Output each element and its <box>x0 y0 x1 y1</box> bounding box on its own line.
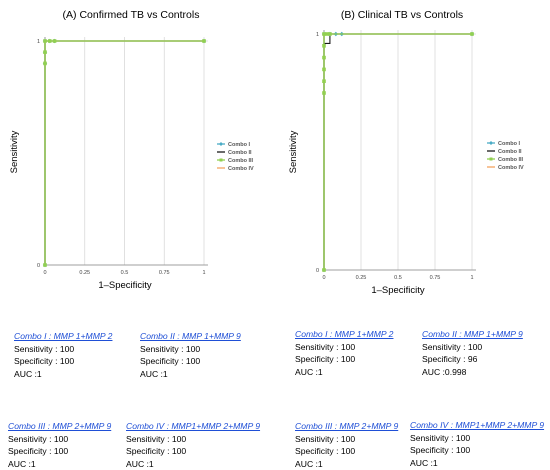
stats-b-combo-3-auc: AUC :1 <box>295 458 398 470</box>
chart-a-x-tick-3: 0.75 <box>159 270 170 276</box>
stats-b-combo-2: Combo II : MMP 1+MMP 9 Sensitivity : 100… <box>422 328 523 378</box>
stats-a-combo-3-auc: AUC :1 <box>8 458 111 470</box>
chart-a-y-tick-1: 1 <box>37 39 40 45</box>
chart-b-series-3-point-1 <box>322 91 326 95</box>
chart-a-series-3-point-2 <box>43 50 47 54</box>
chart-b-x-tick-1: 0.25 <box>356 275 367 281</box>
stats-b-combo-4-specificity: Specificity : 100 <box>410 444 544 457</box>
chart-b-series-3-point-0 <box>322 268 326 272</box>
chart-a-y-label: Sensitivity <box>9 130 20 173</box>
chart-a-y-tick-0: 0 <box>37 263 40 269</box>
stats-b-combo-1-specificity: Specificity : 100 <box>295 353 393 366</box>
stats-b-combo-2-name[interactable]: Combo II : MMP 1+MMP 9 <box>422 328 523 341</box>
stats-b-combo-1-sensitivity: Sensitivity : 100 <box>295 341 393 354</box>
stats-b-combo-3-name[interactable]: Combo III : MMP 2+MMP 9 <box>295 420 398 433</box>
chart-a-series-3-point-3 <box>43 39 47 43</box>
chart-b-series-3-point-8 <box>328 32 332 36</box>
chart-b-x-label: 1–Specificity <box>371 285 425 296</box>
chart-b-y-tick-0: 0 <box>316 268 319 274</box>
stats-b-combo-2-auc: AUC :0.998 <box>422 366 523 379</box>
stats-b-combo-1-auc: AUC :1 <box>295 366 393 379</box>
chart-a-title: (A) Confirmed TB vs Controls <box>63 9 200 21</box>
stats-a-combo-3: Combo III : MMP 2+MMP 9 Sensitivity : 10… <box>8 420 111 470</box>
chart-a-x-tick-2: 0.5 <box>121 270 129 276</box>
stats-a-combo-4: Combo IV : MMP1+MMP 2+MMP 9 Sensitivity … <box>126 420 260 470</box>
stats-a-combo-1-specificity: Specificity : 100 <box>14 355 112 368</box>
chart-b-series-3-point-5 <box>322 44 326 48</box>
chart-b-title: (B) Clinical TB vs Controls <box>341 9 463 21</box>
stats-b-combo-4-sensitivity: Sensitivity : 100 <box>410 432 544 445</box>
stats-a-combo-1-sensitivity: Sensitivity : 100 <box>14 343 112 356</box>
stats-a-combo-4-specificity: Specificity : 100 <box>126 445 260 458</box>
chart-a-legend-label-4: Combo IV <box>228 166 254 172</box>
chart-a-series-3-point-5 <box>53 39 57 43</box>
chart-a-x-tick-0: 0 <box>43 270 46 276</box>
stats-b-combo-1: Combo I : MMP 1+MMP 2 Sensitivity : 100 … <box>295 328 393 378</box>
chart-a-x-label: 1–Specificity <box>98 280 152 291</box>
chart-b-x-tick-3: 0.75 <box>430 275 441 281</box>
stats-b-combo-2-specificity: Specificity : 96 <box>422 353 523 366</box>
chart-a-x-tick-4: 1 <box>202 270 205 276</box>
stats-a-combo-3-name[interactable]: Combo III : MMP 2+MMP 9 <box>8 420 111 433</box>
stats-a-combo-2: Combo II : MMP 1+MMP 9 Sensitivity : 100… <box>140 330 241 380</box>
stats-a-combo-2-specificity: Specificity : 100 <box>140 355 241 368</box>
stats-b-combo-3-specificity: Specificity : 100 <box>295 445 398 458</box>
chart-a-x-tick-1: 0.25 <box>79 270 90 276</box>
chart-b-y-tick-1: 1 <box>316 32 319 38</box>
chart-b-y-label: Sensitivity <box>288 130 299 173</box>
chart-b-x-tick-4: 1 <box>470 275 473 281</box>
stats-a-combo-1-auc: AUC :1 <box>14 368 112 381</box>
chart-b-series-3-point-3 <box>322 68 326 72</box>
chart-b-legend-marker-1 <box>489 141 493 145</box>
stats-a-combo-2-name[interactable]: Combo II : MMP 1+MMP 9 <box>140 330 241 343</box>
chart-a-series-3-point-1 <box>43 62 47 66</box>
stats-a-combo-3-sensitivity: Sensitivity : 100 <box>8 433 111 446</box>
chart-b-legend-label-4: Combo IV <box>498 165 524 171</box>
chart-b-legend-marker-3 <box>490 158 493 161</box>
stats-b-combo-1-name[interactable]: Combo I : MMP 1+MMP 2 <box>295 328 393 341</box>
chart-b-legend-label-1: Combo I <box>498 141 520 147</box>
stats-a-combo-2-sensitivity: Sensitivity : 100 <box>140 343 241 356</box>
chart-a-legend-marker-3 <box>220 159 223 162</box>
chart-a-legend-label-3: Combo III <box>228 158 254 164</box>
stats-a-combo-4-sensitivity: Sensitivity : 100 <box>126 433 260 446</box>
chart-b-legend-label-2: Combo II <box>498 149 522 155</box>
chart-b-x-tick-2: 0.5 <box>394 275 402 281</box>
stats-a-combo-4-name[interactable]: Combo IV : MMP1+MMP 2+MMP 9 <box>126 420 260 433</box>
stats-b-combo-2-sensitivity: Sensitivity : 100 <box>422 341 523 354</box>
chart-b-x-tick-0: 0 <box>322 275 325 281</box>
stats-a-combo-1: Combo I : MMP 1+MMP 2 Sensitivity : 100 … <box>14 330 112 380</box>
chart-a-series-3-point-6 <box>202 39 206 43</box>
stats-a-combo-4-auc: AUC :1 <box>126 458 260 470</box>
stats-a-combo-1-name[interactable]: Combo I : MMP 1+MMP 2 <box>14 330 112 343</box>
stats-b-combo-3: Combo III : MMP 2+MMP 9 Sensitivity : 10… <box>295 420 398 470</box>
chart-a-series-3-point-4 <box>48 39 52 43</box>
chart-a-legend-label-2: Combo II <box>228 150 252 156</box>
chart-b-series-3-point-9 <box>470 32 474 36</box>
chart-b-legend-label-3: Combo III <box>498 157 524 163</box>
chart-a-legend-marker-1 <box>219 142 223 146</box>
chart-a-legend-label-1: Combo I <box>228 142 250 148</box>
stats-b-combo-4-auc: AUC :1 <box>410 457 544 470</box>
chart-a-series-3-point-0 <box>43 263 47 267</box>
stats-a-combo-2-auc: AUC :1 <box>140 368 241 381</box>
stats-b-combo-4: Combo IV : MMP1+MMP 2+MMP 9 Sensitivity … <box>410 419 544 469</box>
stats-b-combo-3-sensitivity: Sensitivity : 100 <box>295 433 398 446</box>
stats-b-combo-4-name[interactable]: Combo IV : MMP1+MMP 2+MMP 9 <box>410 419 544 432</box>
chart-b-series-3-point-4 <box>322 56 326 60</box>
stats-a-combo-3-specificity: Specificity : 100 <box>8 445 111 458</box>
chart-b-series-3-point-2 <box>322 79 326 83</box>
